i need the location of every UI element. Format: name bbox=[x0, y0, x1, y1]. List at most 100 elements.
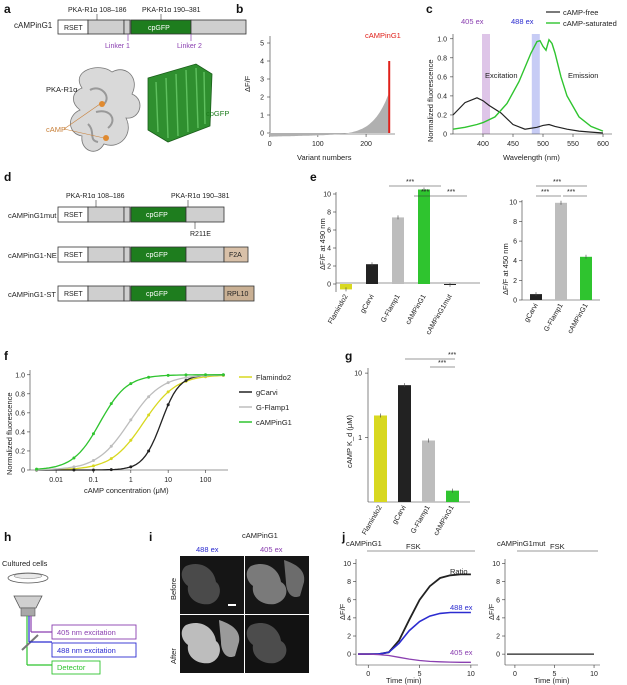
f-curve-gCarvi bbox=[36, 374, 224, 471]
cpgfp-strands bbox=[155, 67, 206, 139]
e1-category-4: cAMPinG1mut bbox=[425, 293, 454, 336]
e2-category-0: gCarvi bbox=[524, 302, 540, 323]
b-xtick-label: 100 bbox=[312, 141, 324, 148]
e1-y-label: ΔF/F at 490 nm bbox=[318, 218, 327, 270]
f-ytick-label: 0.2 bbox=[15, 448, 25, 455]
c-x-ticks: 400 450 500 550 600 bbox=[477, 134, 609, 148]
c-xtick-label: 500 bbox=[537, 141, 549, 148]
d-mutation-label: R211E bbox=[190, 231, 211, 238]
c-line-camp-free bbox=[452, 97, 604, 134]
d-row3-cpgfp-label: cpGFP bbox=[146, 291, 168, 298]
f-point-gCarvi bbox=[147, 449, 151, 453]
f-y-ticks: 0 0.2 0.4 0.6 0.8 1.0 bbox=[15, 372, 30, 475]
f-point-cAMPinG1 bbox=[91, 432, 95, 436]
f-curves bbox=[35, 373, 225, 472]
c-emission-label: Emission bbox=[568, 71, 598, 80]
f-point-gCarvi bbox=[184, 378, 188, 382]
d-row3-pka2 bbox=[185, 285, 225, 302]
b-ytick-label: 0 bbox=[260, 131, 264, 138]
j2-ytick-label: 0 bbox=[496, 652, 500, 659]
e2-bar-1 bbox=[555, 202, 567, 300]
g-bar-1 bbox=[398, 385, 411, 502]
e2-category-2: cAMPinG1 bbox=[567, 302, 590, 335]
e1-bar-0 bbox=[340, 284, 352, 290]
e2-category-1: G-Flamp1 bbox=[543, 302, 565, 333]
f-ytick-label: 0.8 bbox=[15, 391, 25, 398]
f-point-gCarvi bbox=[91, 468, 95, 472]
f-point-cAMPinG1 bbox=[204, 373, 208, 377]
cpgfp-label: cpGFP bbox=[148, 25, 170, 32]
panel-e-left-chart: 0 2 4 6 8 10 Flamindo2 gCarvi G-Flamp1 cAMPinG1c… bbox=[318, 179, 480, 336]
i-row1-label: Before bbox=[169, 578, 178, 600]
g-bar-3 bbox=[446, 490, 459, 502]
f-point-Flamindo2 bbox=[129, 438, 133, 442]
g-category-1: gCarvi bbox=[392, 504, 408, 525]
panel-c-chart: 00.20.40.60.81.0 400 450 500 550 600 405 ex … bbox=[426, 8, 617, 162]
b-y-ticks: 0 1 2 3 4 5 bbox=[260, 41, 270, 138]
pka1-range: PKA-R1α 108–186 bbox=[68, 7, 127, 14]
g-ytick-label: 10 bbox=[354, 371, 362, 378]
j-right-x-ticks: 0 5 10 bbox=[513, 665, 598, 678]
g-y-label: cAMP K_d (μM) bbox=[345, 415, 354, 468]
j-left-x-label: Time (min) bbox=[386, 676, 422, 685]
j1-ytick-label: 10 bbox=[343, 561, 351, 568]
c-band1-label: 405 ex bbox=[461, 17, 484, 26]
e2-bar-2 bbox=[580, 256, 592, 300]
e2-category-labels: gCarvi G-Flamp1 cAMPinG1 bbox=[524, 302, 590, 335]
h-detector-box bbox=[51, 660, 101, 675]
panel-h-schematic: Cultured cells 405 nm excitation 488 nm … bbox=[2, 559, 137, 675]
f-x-ticks: 0.01 0.1 1 10 100 bbox=[49, 470, 211, 484]
f-point-Flamindo2 bbox=[166, 390, 170, 394]
e1-category-1: gCarvi bbox=[360, 293, 376, 314]
h-objective bbox=[13, 595, 43, 609]
i-cells-after-405 bbox=[246, 622, 287, 664]
e1-category-3: cAMPinG1 bbox=[405, 293, 428, 326]
construct-name: cAMPinG1 bbox=[14, 21, 53, 30]
f-point-gCarvi bbox=[166, 403, 170, 407]
j-left-y-ticks: 0 2 4 6 8 10 bbox=[343, 561, 356, 659]
f-ytick-label: 0.4 bbox=[15, 429, 25, 436]
j-left-fsk: FSK bbox=[406, 542, 421, 551]
c-x-label: Wavelength (nm) bbox=[503, 153, 560, 162]
d-row1-pka2 bbox=[185, 206, 225, 223]
f-point-gCarvi bbox=[109, 468, 113, 472]
j1-ytick-label: 4 bbox=[347, 615, 351, 622]
e1-ytick-label: 2 bbox=[327, 264, 331, 271]
d-row3-pka1-end bbox=[123, 285, 131, 302]
f-point-G-Flamp1 bbox=[184, 376, 188, 380]
pka2-box bbox=[190, 19, 247, 35]
e1-ytick-label: 10 bbox=[323, 192, 331, 199]
f-legend-flamindo2: Flamindo2 bbox=[256, 373, 291, 382]
d-row2-name: cAMPinG1-NE bbox=[8, 251, 57, 260]
d-row3-name: cAMPinG1-ST bbox=[8, 290, 56, 299]
f-curve-G-Flamp1 bbox=[36, 374, 224, 471]
panel-label-h: h bbox=[4, 530, 11, 544]
b-variant-bars bbox=[269, 94, 389, 137]
g-category-0: Flamindo2 bbox=[361, 504, 383, 536]
e2-ytick-label: 2 bbox=[513, 278, 517, 285]
b-ytick-label: 1 bbox=[260, 113, 264, 120]
e1-category-labels: Flamindo2 gCarvi G-Flamp1 cAMPinG1cAMPinG1m… bbox=[327, 293, 453, 336]
j-right-y-ticks: 0 2 4 6 8 10 bbox=[492, 561, 505, 659]
struct-pka-label: PKA-R1α bbox=[46, 85, 78, 94]
d-row2-pka1 bbox=[87, 246, 125, 263]
f-point-cAMPinG1 bbox=[147, 375, 151, 379]
panel-i-images: cAMPinG1 488 ex 405 ex Before After bbox=[169, 531, 309, 673]
j1-ytick-label: 8 bbox=[347, 579, 351, 586]
j-left-line-405 bbox=[358, 653, 471, 663]
d-row1-rset-label: RSET bbox=[64, 212, 83, 219]
j2-ytick-label: 2 bbox=[496, 634, 500, 641]
i-cells-after-488-2 bbox=[219, 620, 240, 658]
e2-stars-3: *** bbox=[567, 189, 575, 196]
f-ytick-label: 1.0 bbox=[15, 372, 25, 379]
b-ytick-label: 3 bbox=[260, 77, 264, 84]
struct-camp-label: cAMP bbox=[46, 125, 66, 134]
f-y-label: Normalized fluorescence bbox=[5, 392, 14, 475]
e2-y-ticks: 0 2 4 6 8 10 bbox=[509, 199, 522, 305]
struct-cpgfp-label: cpGFP bbox=[206, 109, 229, 118]
i-cells-after-488 bbox=[181, 622, 220, 664]
b-xtick-label: 200 bbox=[360, 141, 372, 148]
j1-xtick-label: 10 bbox=[467, 671, 475, 678]
panel-label-b: b bbox=[236, 2, 243, 16]
e1-ytick-label: 8 bbox=[327, 210, 331, 217]
